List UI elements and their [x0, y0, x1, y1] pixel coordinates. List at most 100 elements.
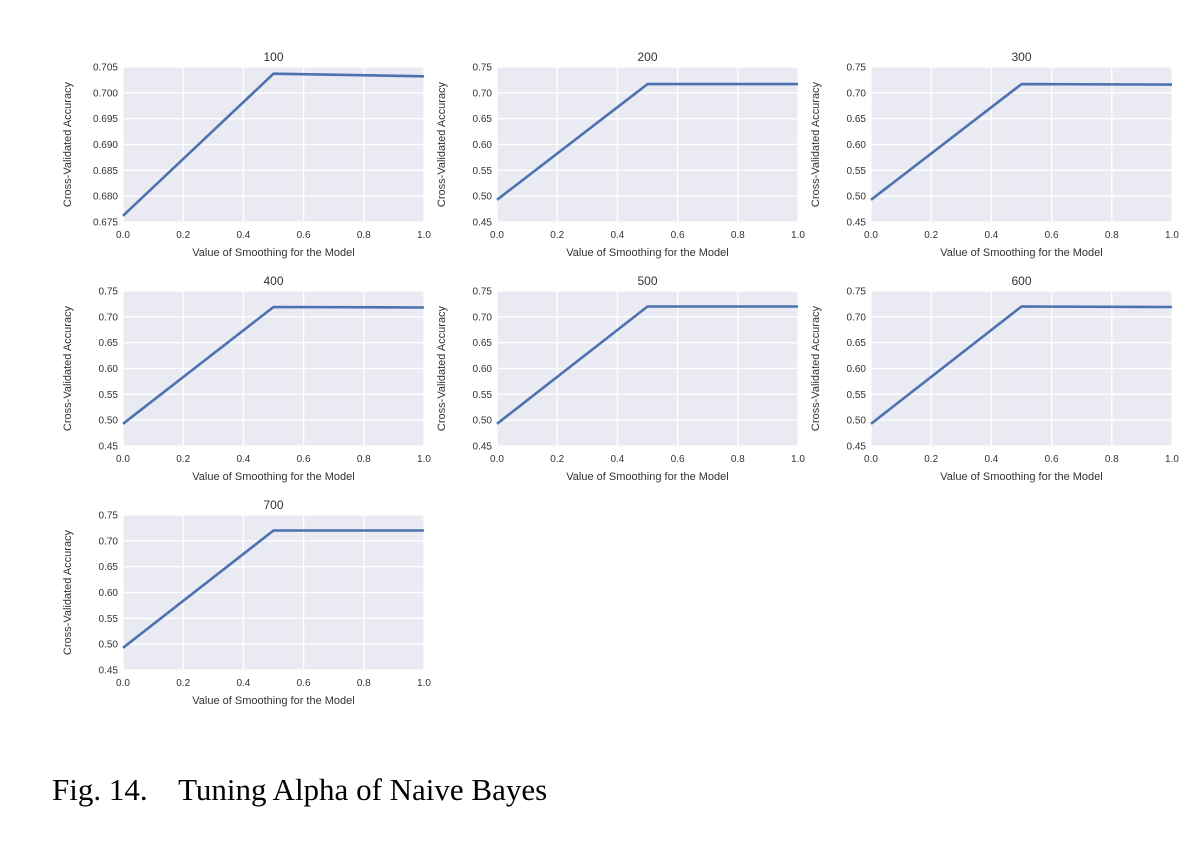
x-tick-label: 0.6	[671, 454, 685, 465]
x-tick-label: 0.8	[731, 230, 745, 241]
y-tick-label: 0.65	[99, 338, 119, 349]
series-line	[870, 305, 1173, 425]
subplot-title: 200	[637, 50, 657, 64]
y-tick-label: 0.705	[93, 63, 118, 74]
y-tick-label: 0.680	[93, 192, 118, 203]
x-tick-label: 0.0	[490, 454, 504, 465]
y-tick-label: 0.75	[99, 511, 119, 522]
x-tick-label: 0.2	[176, 678, 190, 689]
y-tick-label: 0.55	[99, 390, 119, 401]
x-tick-label: 0.8	[357, 230, 371, 241]
y-axis-label: Cross-Validated Accuracy	[62, 305, 74, 431]
x-tick-label: 0.8	[1105, 230, 1119, 241]
y-tick-label: 0.685	[93, 166, 118, 177]
x-tick-label: 0.0	[116, 454, 130, 465]
subplot-500: 0.0 0.2 0.4 0.6 0.8 1.0 0.45 0.50 0.55 0.60 0.65 0.…	[436, 274, 805, 483]
y-tick-label: 0.70	[473, 88, 493, 99]
y-tick-label: 0.50	[99, 416, 119, 427]
x-tick-label: 0.8	[1105, 454, 1119, 465]
x-tick-label: 0.0	[116, 230, 130, 241]
y-tick-label: 0.55	[847, 390, 867, 401]
x-tick-label: 0.6	[297, 230, 311, 241]
x-tick-label: 1.0	[791, 230, 805, 241]
x-axis-label: Value of Smoothing for the Model	[940, 247, 1102, 259]
y-tick-label: 0.75	[847, 63, 867, 74]
y-tick-label: 0.60	[847, 140, 867, 151]
x-axis-label: Value of Smoothing for the Model	[192, 471, 354, 483]
x-tick-label: 0.4	[984, 454, 998, 465]
y-tick-label: 0.45	[473, 218, 493, 229]
y-tick-label: 0.70	[847, 312, 867, 323]
y-tick-label: 0.75	[473, 63, 493, 74]
caption-text: Tuning Alpha of Naive Bayes	[178, 772, 548, 807]
y-tick-label: 0.65	[847, 114, 867, 125]
y-axis-label: Cross-Validated Accuracy	[810, 81, 822, 207]
y-tick-label: 0.50	[847, 192, 867, 203]
x-tick-label: 0.0	[490, 230, 504, 241]
figure-caption: Fig. 14. Tuning Alpha of Naive Bayes	[52, 772, 547, 808]
subplot-title: 400	[263, 274, 283, 288]
y-tick-label: 0.75	[99, 287, 119, 298]
y-tick-label: 0.45	[473, 442, 493, 453]
subplot-title: 700	[263, 498, 283, 512]
x-tick-label: 1.0	[417, 454, 431, 465]
y-tick-label: 0.50	[473, 192, 493, 203]
y-tick-label: 0.690	[93, 140, 118, 151]
series-line	[122, 72, 425, 217]
x-tick-label: 0.4	[610, 230, 624, 241]
x-tick-label: 0.4	[610, 454, 624, 465]
y-tick-label: 0.65	[847, 338, 867, 349]
y-axis-label: Cross-Validated Accuracy	[436, 81, 448, 207]
x-axis-label: Value of Smoothing for the Model	[192, 695, 354, 707]
y-tick-label: 0.70	[847, 88, 867, 99]
y-tick-label: 0.55	[473, 390, 493, 401]
x-axis-label: Value of Smoothing for the Model	[940, 471, 1102, 483]
y-tick-label: 0.50	[473, 416, 493, 427]
y-tick-label: 0.55	[99, 614, 119, 625]
y-tick-label: 0.60	[473, 364, 493, 375]
y-tick-label: 0.60	[473, 140, 493, 151]
x-tick-label: 0.6	[1045, 230, 1059, 241]
subplot-100: 0.0 0.2 0.4 0.6 0.8 1.0 0.675 0.680 0.685 0.690 0.…	[62, 50, 431, 259]
subplot-300: 0.0 0.2 0.4 0.6 0.8 1.0 0.45 0.50 0.55 0.60 0.65 0.…	[810, 50, 1179, 259]
subplot-400: 0.0 0.2 0.4 0.6 0.8 1.0 0.45 0.50 0.55 0.60 0.65 0.…	[62, 274, 431, 483]
subplot-title: 100	[263, 50, 283, 64]
x-axis-label: Value of Smoothing for the Model	[566, 471, 728, 483]
x-tick-label: 0.8	[357, 678, 371, 689]
x-tick-label: 0.2	[176, 454, 190, 465]
series-line	[496, 82, 798, 201]
y-tick-label: 0.75	[847, 287, 867, 298]
y-axis-label: Cross-Validated Accuracy	[62, 81, 74, 207]
y-tick-label: 0.70	[473, 312, 493, 323]
y-tick-label: 0.700	[93, 88, 118, 99]
y-tick-label: 0.45	[847, 218, 867, 229]
y-axis-label: Cross-Validated Accuracy	[436, 305, 448, 431]
series-line	[122, 305, 425, 425]
x-tick-label: 0.6	[297, 678, 311, 689]
x-tick-label: 1.0	[417, 230, 431, 241]
x-tick-label: 1.0	[417, 678, 431, 689]
y-tick-label: 0.65	[99, 562, 119, 573]
x-tick-label: 0.8	[731, 454, 745, 465]
x-tick-label: 0.4	[984, 230, 998, 241]
y-tick-label: 0.45	[847, 442, 867, 453]
subplot-title: 500	[637, 274, 657, 288]
x-tick-label: 0.8	[357, 454, 371, 465]
y-tick-label: 0.695	[93, 114, 118, 125]
y-tick-label: 0.55	[847, 166, 867, 177]
y-tick-label: 0.60	[847, 364, 867, 375]
y-tick-label: 0.45	[99, 442, 119, 453]
y-tick-label: 0.675	[93, 218, 118, 229]
x-tick-label: 0.0	[864, 230, 878, 241]
y-tick-label: 0.50	[99, 640, 119, 651]
y-tick-label: 0.65	[473, 114, 493, 125]
series-line	[870, 82, 1173, 201]
y-tick-label: 0.50	[847, 416, 867, 427]
subplot-600: 0.0 0.2 0.4 0.6 0.8 1.0 0.45 0.50 0.55 0.60 0.65 0.…	[810, 274, 1179, 483]
caption-label: Fig. 14.	[52, 772, 148, 807]
x-tick-label: 0.6	[1045, 454, 1059, 465]
y-axis-label: Cross-Validated Accuracy	[62, 529, 74, 655]
y-tick-label: 0.60	[99, 364, 119, 375]
y-tick-label: 0.65	[473, 338, 493, 349]
x-tick-label: 0.2	[550, 454, 564, 465]
